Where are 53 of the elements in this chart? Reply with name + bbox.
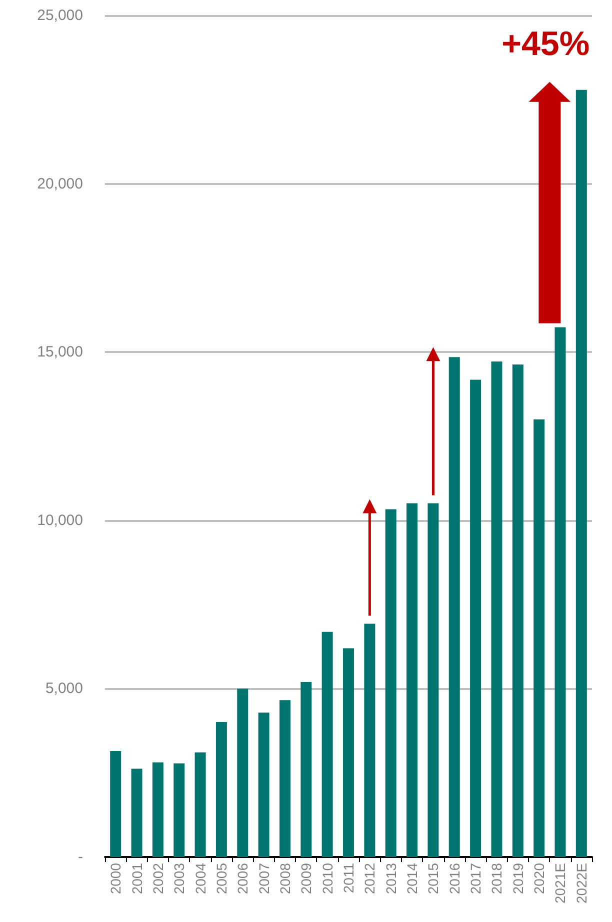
bar [279,700,290,857]
x-tick-label: 2008 [276,862,293,894]
x-tick-label: 2012 [362,862,378,894]
x-tick-label: 2002 [150,862,166,894]
y-tick-label: - [78,848,83,866]
x-tick-label: 2000 [108,862,124,894]
x-tick-label: 2019 [510,862,526,894]
bar [110,750,122,857]
bar [428,503,439,857]
y-tick-label: 15,000 [37,344,83,361]
bar [131,768,142,857]
x-tick-label: 2005 [213,862,230,894]
x-tick-label: 2003 [171,862,188,894]
x-tick-label: 2016 [446,862,462,894]
x-tick-label: 2006 [234,862,251,894]
x-tick-label: 2014 [404,862,420,894]
annotation: +45% [502,24,590,63]
bar [512,364,524,857]
y-tick-label: 20,000 [37,175,83,192]
bar [554,327,566,857]
y-tick-label: 10,000 [37,512,83,529]
bar [448,357,460,857]
bar [300,682,312,857]
x-tick-label: 2007 [256,862,272,894]
bar [194,752,206,857]
bar [343,648,354,857]
bar [152,762,164,857]
x-tick-label: 2010 [319,862,336,894]
bar [534,419,545,857]
x-tick-label: 2011 [340,862,356,894]
bar [406,503,418,857]
bar [470,380,482,857]
x-tick-label: 2022E [573,863,590,904]
y-tick-label: 5,000 [45,680,83,698]
bar [258,712,270,857]
x-tick-label: 2017 [468,862,484,894]
x-tick-label: 2015 [425,862,442,894]
bar [576,90,587,857]
x-tick-label: 2004 [192,862,208,894]
bar [385,509,396,857]
bar [174,763,185,857]
x-tick-label: 2001 [128,862,145,894]
x-tick-label: 2009 [298,862,314,894]
bar [237,688,248,857]
bar [216,722,227,857]
x-tick-label: 2018 [488,862,505,894]
y-tick-label: 25,000 [37,7,83,24]
bar [364,624,376,857]
bar [491,362,502,857]
x-tick-label: 2020 [531,862,548,894]
x-tick-label: 2013 [382,862,399,894]
x-tick-label: 2021E [552,863,568,904]
bar [322,632,333,857]
